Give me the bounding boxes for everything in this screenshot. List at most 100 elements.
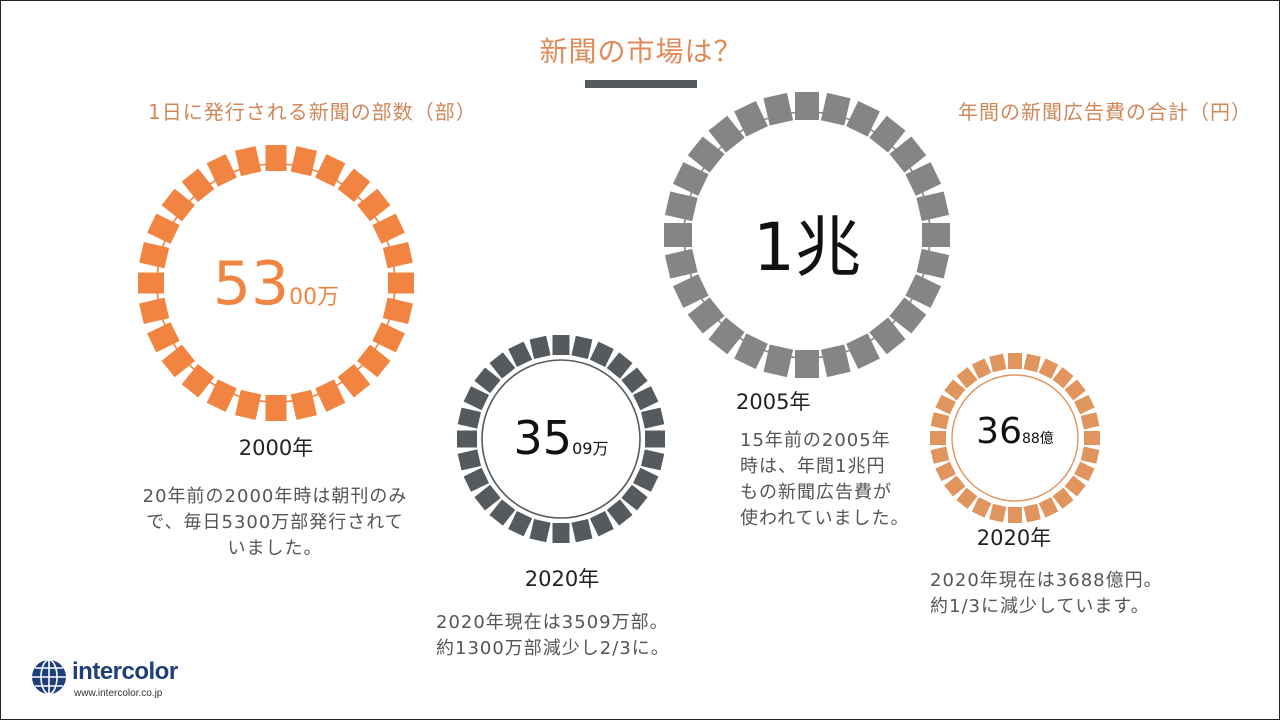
ring-2020-ads-tile (935, 394, 956, 415)
desc-2000-line-2: で、毎日5300万部発行されて (146, 512, 404, 533)
ring-2000-tile (315, 379, 346, 412)
year-2005: 2005年 (736, 390, 811, 414)
slide-title: 新聞の市場は？ (539, 35, 743, 68)
ring-2020-copies-tile (489, 499, 516, 526)
left-section-label: 1日に発行される新聞の部数（部） (148, 100, 477, 124)
ring-2005-tile (672, 274, 709, 308)
ring-2005-tile (795, 92, 819, 120)
ring-2005-tile (905, 162, 942, 196)
ring-2000-tile (206, 154, 237, 187)
ring-2000-value: 5300万 (136, 249, 416, 319)
ring-2020-ads-tile (1064, 379, 1086, 401)
desc-2020-ads-line-2: 約1/3に減少しています。 (930, 596, 1150, 617)
ring-2020-copies-tile (645, 430, 665, 448)
ring-2020-ads-value: 3688億 (928, 411, 1102, 452)
ring-2020-copies-tile (632, 467, 659, 492)
ring-2000-tile (315, 154, 346, 187)
ring-2005-tile (889, 297, 927, 334)
ring-2020-ads-tile (1038, 358, 1059, 379)
ring-2020-ads-tile (930, 446, 950, 464)
ring-2005-tile (846, 333, 880, 370)
logo-wordmark: intercolor (72, 658, 178, 685)
ring-2020-ads-tile (1008, 353, 1022, 369)
ring-2020-copies-tile (457, 407, 481, 429)
ring-2020-copies-tile (552, 523, 570, 543)
ring-2005-value-main: 1兆 (753, 209, 861, 286)
ring-2020-copies-tile (571, 335, 593, 359)
desc-2020-copies-line-2: 約1300万部減少し2/3に。 (436, 638, 670, 659)
ring-2020-copies-tile (552, 335, 570, 355)
ring-2020-ads-tile (944, 379, 966, 401)
ring-2005-tile (820, 92, 851, 126)
ring-2020-ads-value-main: 36 (976, 411, 1022, 452)
ring-2020-copies-value-main: 35 (513, 411, 573, 465)
year-2020-ads: 2020年 (976, 526, 1052, 550)
desc-2005-line-2: 時は、年間1兆円 (740, 456, 886, 477)
ring-2005-tile (922, 223, 950, 247)
ring-2000-tile (235, 389, 262, 420)
ring-2000-tile (290, 146, 317, 177)
ring-2020-ads-tile (1038, 497, 1059, 518)
ring-2005-tile (846, 100, 880, 137)
ring-2000-tile (147, 213, 180, 244)
ring-2020-ads-tile (1074, 394, 1095, 415)
ring-2005-tile (664, 223, 692, 247)
ring-2005-tile (708, 317, 745, 355)
ring-2000-tile (265, 395, 287, 421)
ring-2020-copies-tile (474, 484, 501, 511)
ring-2020-ads-tile (1064, 475, 1086, 497)
ring-2005-tile (763, 344, 794, 378)
ring-2020-ads-tile (1052, 487, 1074, 509)
globe-icon (32, 659, 66, 695)
ring-2020-ads: 3688億 (928, 351, 1102, 525)
ring-2000-tile (290, 389, 317, 420)
ring-2020-ads-tile (1052, 367, 1074, 389)
ring-2020-copies: 3509万 (455, 333, 667, 545)
ring-2020-copies-tile (457, 430, 477, 448)
ring-2020-ads-tile (956, 487, 978, 509)
ring-2020-copies-tile (457, 449, 481, 471)
ring-2000-value-sub: 00万 (289, 285, 340, 310)
desc-2000-line-3: いました。 (227, 538, 323, 559)
ring-2020-ads-tile (1023, 353, 1041, 373)
ring-2020-copies-tile (571, 519, 593, 543)
ring-2020-ads-tile (930, 412, 950, 430)
ring-2020-ads-tile (944, 475, 966, 497)
ring-2020-ads-tile (935, 461, 956, 482)
ring-2020-copies-tile (589, 510, 614, 537)
ring-2005-tile (795, 350, 819, 378)
ring-2020-copies-inner-circle (481, 359, 641, 519)
ring-2020-copies-tile (529, 519, 551, 543)
intercolor-logo: intercolor www.intercolor.co.jp (30, 656, 190, 706)
ring-2020-copies-tile (508, 510, 533, 537)
ring-2005-tile (672, 162, 709, 196)
ring-2020-ads-inner-circle (951, 374, 1079, 502)
ring-2020-ads-tile (1008, 507, 1022, 523)
ring-2020-copies-value: 3509万 (455, 411, 667, 465)
year-2020-copies: 2020年 (524, 567, 600, 591)
desc-2005-line-3: もの新聞広告費が (740, 482, 892, 503)
ring-2005-tile (889, 136, 927, 173)
ring-2005-tile (734, 333, 768, 370)
desc-2020-ads-line-1: 2020年現在は3688億円。 (930, 570, 1163, 591)
ring-2000-tile (372, 213, 405, 244)
ring-2005-tile (869, 317, 906, 355)
desc-2020-copies: 2020年現在は3509万部。 約1300万部減少し2/3に。 (436, 610, 696, 662)
ring-2020-copies-tile (489, 352, 516, 379)
ring-2000-tile (265, 145, 287, 171)
ring-2020-ads-tile (1023, 503, 1041, 523)
ring-2005-tile (687, 136, 725, 173)
ring-2000: 5300万 (136, 143, 416, 423)
ring-2005-value: 1兆 (662, 194, 952, 290)
ring-2005-tile (708, 115, 745, 153)
ring-2020-ads-tile (1080, 446, 1100, 464)
ring-2000-tile (181, 364, 215, 398)
title-underline (585, 80, 697, 88)
ring-2020-ads-tile (1074, 461, 1095, 482)
ring-2000-value-main: 53 (212, 249, 290, 319)
ring-2020-copies-tile (606, 352, 633, 379)
ring-2000-tile (357, 344, 391, 378)
ring-2020-copies-tile (463, 386, 490, 411)
ring-2000-tile (147, 322, 180, 353)
